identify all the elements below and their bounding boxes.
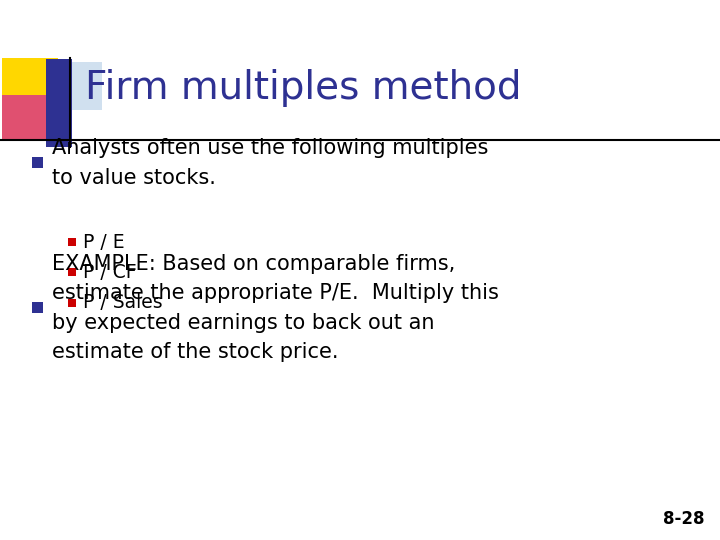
Bar	[68, 268, 76, 276]
Bar	[32, 302, 43, 313]
Bar	[72, 62, 102, 110]
Text: 8-28: 8-28	[664, 510, 705, 528]
Bar	[68, 238, 76, 246]
Text: P / E: P / E	[83, 233, 125, 252]
Text: P / CF: P / CF	[83, 262, 137, 281]
Text: EXAMPLE: Based on comparable firms,
estimate the appropriate P/E.  Multiply this: EXAMPLE: Based on comparable firms, esti…	[52, 254, 499, 362]
Text: Firm multiples method: Firm multiples method	[85, 69, 521, 107]
Bar	[2, 58, 58, 110]
Bar	[68, 299, 76, 307]
Text: Analysts often use the following multiples
to value stocks.: Analysts often use the following multipl…	[52, 138, 488, 188]
Text: P / Sales: P / Sales	[83, 294, 163, 313]
Bar	[32, 157, 43, 168]
Bar	[46, 59, 72, 147]
Bar	[2, 95, 46, 140]
